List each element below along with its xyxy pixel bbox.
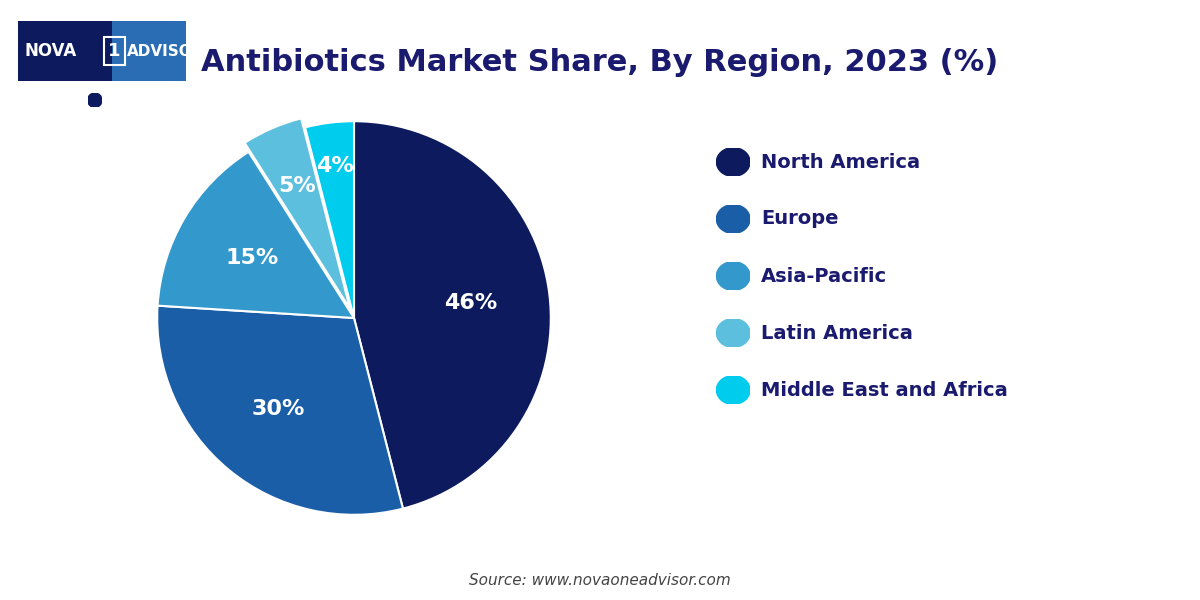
Text: 30%: 30% — [252, 399, 306, 419]
Text: NOVA: NOVA — [25, 42, 77, 60]
Text: 15%: 15% — [226, 248, 278, 268]
Text: ADVISOR: ADVISOR — [127, 43, 205, 58]
Text: 4%: 4% — [316, 156, 354, 176]
Circle shape — [716, 262, 750, 290]
Bar — [112, 21, 186, 81]
Text: Middle East and Africa: Middle East and Africa — [761, 380, 1008, 400]
Text: Asia-Pacific: Asia-Pacific — [761, 266, 887, 286]
Circle shape — [88, 93, 102, 107]
Bar — [18, 21, 112, 81]
Wedge shape — [157, 152, 354, 318]
Wedge shape — [157, 305, 403, 515]
Text: 5%: 5% — [278, 176, 316, 196]
Text: 46%: 46% — [444, 293, 498, 313]
Text: North America: North America — [761, 152, 920, 172]
Circle shape — [716, 319, 750, 347]
Text: Source: www.novaoneadvisor.com: Source: www.novaoneadvisor.com — [469, 573, 731, 588]
Circle shape — [716, 205, 750, 233]
Wedge shape — [305, 121, 354, 318]
Wedge shape — [245, 118, 350, 309]
Text: Europe: Europe — [761, 209, 839, 229]
Text: 1: 1 — [108, 42, 121, 60]
Wedge shape — [354, 121, 551, 509]
Circle shape — [716, 148, 750, 176]
Text: Latin America: Latin America — [761, 323, 913, 343]
Circle shape — [716, 376, 750, 404]
Text: Antibiotics Market Share, By Region, 2023 (%): Antibiotics Market Share, By Region, 202… — [202, 48, 998, 77]
